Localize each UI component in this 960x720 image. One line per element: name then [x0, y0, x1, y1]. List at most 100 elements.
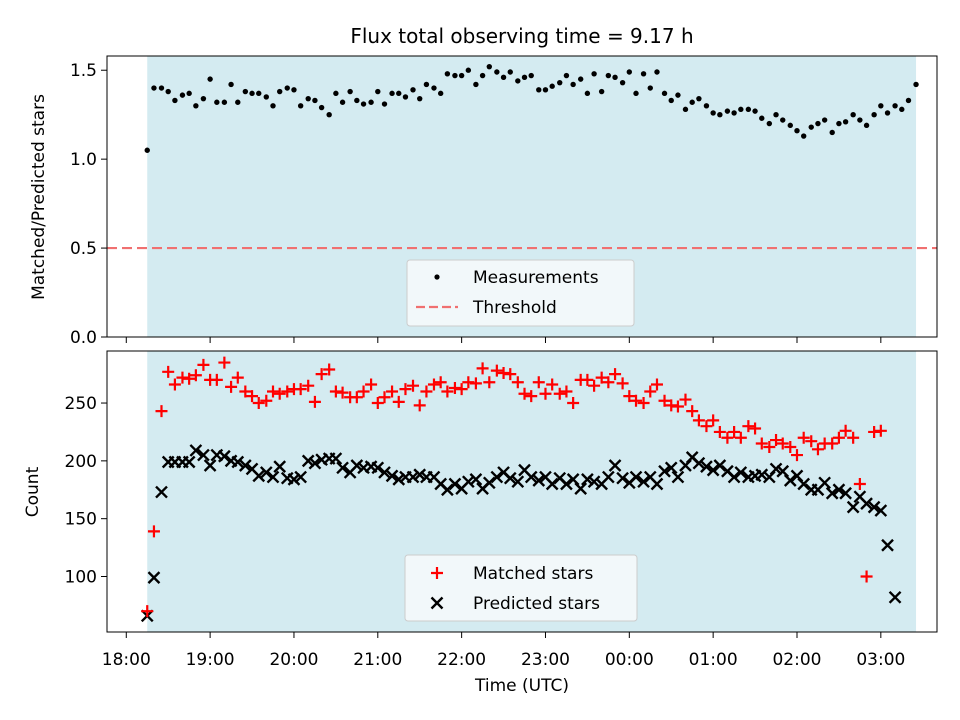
- measurement-point: [717, 111, 723, 118]
- count-y-ticks: 100 150 200 250: [65, 394, 107, 587]
- matched-stars-point: [595, 371, 608, 384]
- measurement-point: [710, 110, 716, 116]
- predicted-stars-point: [294, 470, 308, 484]
- matched-stars-point: [671, 400, 684, 413]
- count-y-axis-label: Count: [23, 466, 43, 517]
- matched-stars-point: [225, 380, 238, 393]
- measurement-point: [836, 120, 842, 127]
- predicted-stars-point: [832, 483, 846, 497]
- measurement-point: [640, 71, 647, 77]
- predicted-stars-point: [825, 486, 839, 500]
- predicted-stars-point: [252, 469, 266, 483]
- predicted-stars-point: [713, 459, 727, 472]
- measurement-point: [598, 88, 605, 95]
- measurement-point: [465, 67, 472, 73]
- matched-stars-point: [581, 373, 594, 386]
- matched-stars-point: [525, 390, 538, 403]
- measurement-point: [689, 99, 695, 105]
- measurement-point: [738, 106, 744, 113]
- matched-stars-point: [511, 376, 524, 389]
- ratio-y-axis-label: Matched/Predicted stars: [29, 94, 49, 300]
- measurement-point: [800, 133, 807, 139]
- measurement-point: [381, 101, 388, 107]
- matched-stars-point: [560, 385, 573, 398]
- measurement-point: [521, 74, 528, 81]
- y-tick-label: 1.5: [70, 61, 97, 81]
- chart-title: Flux total observing time = 9.17 h: [350, 24, 693, 48]
- x-tick-label: 23:00: [521, 650, 570, 670]
- measurement-point: [829, 129, 835, 136]
- matched-stars-point: [686, 405, 699, 418]
- matched-stars-point: [386, 385, 399, 398]
- predicted-stars-point: [189, 444, 203, 457]
- measurement-point: [368, 99, 374, 105]
- matched-stars-points: [141, 356, 887, 618]
- measurement-point: [850, 111, 856, 118]
- measurement-point: [724, 108, 731, 114]
- predicted-stars-point: [378, 466, 391, 479]
- matched-stars-point: [602, 376, 615, 389]
- matched-stars-point: [860, 570, 873, 583]
- predicted-stars-point: [203, 459, 217, 472]
- measurement-point: [536, 87, 542, 93]
- predicted-stars-point: [664, 461, 678, 475]
- y-tick-label: 100: [65, 567, 97, 587]
- matched-stars-point: [721, 431, 734, 444]
- matched-stars-point: [490, 364, 503, 377]
- x-tick-label: 00:00: [605, 650, 654, 670]
- ratio-panel: 0.0 0.5 1.0 1.5 Matched/Predicted stars Mea…: [29, 55, 938, 348]
- matched-stars-point: [267, 385, 279, 398]
- matched-stars-point: [476, 362, 489, 375]
- predicted-stars-point: [182, 455, 196, 469]
- predicted-stars-point: [734, 466, 748, 479]
- matched-stars-point: [308, 395, 321, 408]
- measurement-point: [612, 74, 618, 81]
- predicted-stars-point: [259, 466, 273, 479]
- matched-stars-legend-label: Matched stars: [473, 564, 593, 584]
- matched-stars-point: [770, 434, 783, 447]
- measurement-point: [437, 90, 444, 97]
- measurement-point: [494, 69, 500, 75]
- matched-stars-point: [302, 379, 315, 392]
- y-tick-label: 1.0: [70, 150, 97, 170]
- predicted-stars-point: [587, 475, 601, 489]
- measurement-point: [214, 99, 220, 105]
- matched-stars-point: [141, 605, 154, 618]
- measurement-point: [871, 111, 877, 118]
- measurement-point: [605, 72, 612, 79]
- measurement-point: [249, 90, 255, 97]
- x-tick-label: 01:00: [689, 650, 738, 670]
- matched-stars-point: [434, 376, 447, 389]
- matched-stars-point: [329, 385, 342, 398]
- measurement-point: [410, 87, 416, 93]
- matched-stars-point: [679, 393, 692, 406]
- predicted-stars-point: [147, 571, 161, 584]
- measurement-point: [158, 85, 165, 91]
- predicted-stars-point: [566, 473, 580, 486]
- measurement-point: [557, 79, 563, 86]
- matched-stars-point: [413, 399, 426, 412]
- matched-stars-point: [273, 387, 286, 400]
- predicted-stars-point: [616, 471, 629, 485]
- measurement-point: [270, 103, 276, 109]
- measurement-point: [815, 120, 821, 127]
- matched-stars-point: [162, 365, 175, 378]
- measurement-point: [221, 99, 228, 105]
- predicted-stars-point: [511, 475, 525, 489]
- matched-stars-point: [609, 368, 622, 381]
- measurement-point: [773, 111, 779, 118]
- matched-stars-point: [357, 385, 370, 398]
- measurement-point: [584, 90, 591, 97]
- predicted-stars-point: [441, 483, 454, 497]
- x-tick-label: 21:00: [353, 650, 402, 670]
- measurement-point: [326, 111, 332, 118]
- measurement-point: [417, 95, 423, 102]
- matched-stars-point: [420, 385, 433, 398]
- matched-stars-point: [483, 376, 496, 389]
- measurement-point: [661, 90, 668, 97]
- measurement-point: [312, 97, 318, 104]
- matched-stars-point: [260, 394, 273, 407]
- measurement-point: [291, 87, 297, 93]
- y-tick-label: 200: [65, 452, 97, 472]
- matched-stars-point: [427, 378, 440, 391]
